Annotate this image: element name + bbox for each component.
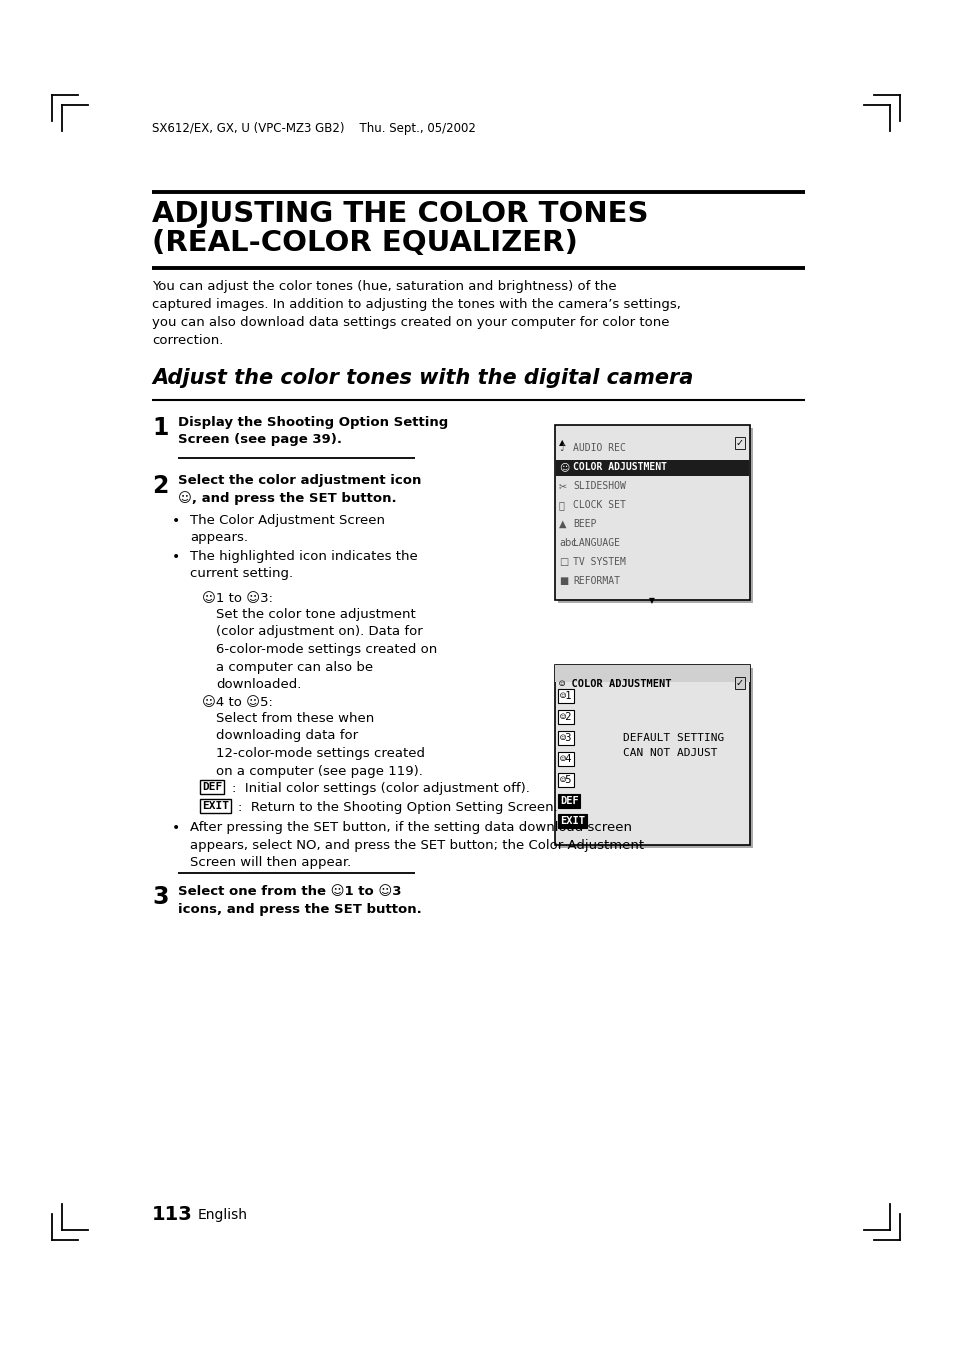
Text: ✓: ✓ xyxy=(735,438,743,448)
Text: LANGUAGE: LANGUAGE xyxy=(573,538,619,548)
Text: Select the color adjustment icon: Select the color adjustment icon xyxy=(178,475,421,487)
Text: •: • xyxy=(172,550,180,564)
Text: English: English xyxy=(198,1207,248,1222)
Text: TV SYSTEM: TV SYSTEM xyxy=(573,557,625,566)
Text: BEEP: BEEP xyxy=(573,519,596,529)
Text: DEFAULT SETTING
CAN NOT ADJUST: DEFAULT SETTING CAN NOT ADJUST xyxy=(622,733,723,758)
Text: Select one from the ☺1 to ☺3
icons, and press the SET button.: Select one from the ☺1 to ☺3 icons, and … xyxy=(178,886,421,915)
Text: (REAL-COLOR EQUALIZER): (REAL-COLOR EQUALIZER) xyxy=(152,228,578,257)
Text: ☺1 to ☺3:: ☺1 to ☺3: xyxy=(202,592,273,604)
Text: ADJUSTING THE COLOR TONES: ADJUSTING THE COLOR TONES xyxy=(152,200,648,228)
Text: The highlighted icon indicates the
current setting.: The highlighted icon indicates the curre… xyxy=(190,550,417,580)
Text: ☺ COLOR ADJUSTMENT: ☺ COLOR ADJUSTMENT xyxy=(558,679,671,690)
Text: ⏰: ⏰ xyxy=(558,500,564,510)
Text: □: □ xyxy=(558,557,568,566)
Text: CLOCK SET: CLOCK SET xyxy=(573,500,625,510)
Text: 3: 3 xyxy=(152,886,169,909)
Text: After pressing the SET button, if the setting data download screen
appears, sele: After pressing the SET button, if the se… xyxy=(190,821,643,869)
Text: ✓: ✓ xyxy=(735,677,743,688)
Text: EXIT: EXIT xyxy=(559,817,584,826)
Bar xyxy=(555,665,749,845)
Bar xyxy=(555,665,749,681)
Text: EXIT: EXIT xyxy=(202,800,229,811)
Text: Set the color tone adjustment
(color adjustment on). Data for
6-color-mode setti: Set the color tone adjustment (color adj… xyxy=(215,608,436,691)
Text: ☺: ☺ xyxy=(558,462,569,472)
Text: ♪: ♪ xyxy=(558,443,565,453)
Text: 1: 1 xyxy=(152,416,168,439)
Text: ▼: ▼ xyxy=(648,596,655,604)
Bar xyxy=(558,668,752,848)
Text: REFORMAT: REFORMAT xyxy=(573,576,619,585)
Text: SLIDESHOW: SLIDESHOW xyxy=(573,481,625,491)
Bar xyxy=(556,460,748,476)
Text: DEF: DEF xyxy=(559,796,578,806)
Text: DEF: DEF xyxy=(202,781,222,792)
Text: Adjust the color tones with the digital camera: Adjust the color tones with the digital … xyxy=(152,368,693,388)
Text: ☺2: ☺2 xyxy=(559,713,572,722)
Text: ☺4: ☺4 xyxy=(559,754,572,764)
Text: ☺4 to ☺5:: ☺4 to ☺5: xyxy=(202,696,273,708)
Text: The Color Adjustment Screen
appears.: The Color Adjustment Screen appears. xyxy=(190,514,385,545)
Bar xyxy=(558,429,752,603)
Text: AUDIO REC: AUDIO REC xyxy=(573,443,625,453)
Text: You can adjust the color tones (hue, saturation and brightness) of the
captured : You can adjust the color tones (hue, sat… xyxy=(152,280,680,347)
Text: •: • xyxy=(172,514,180,529)
Text: abc: abc xyxy=(558,538,576,548)
Text: SX612/EX, GX, U (VPC-MZ3 GB2)    Thu. Sept., 05/2002: SX612/EX, GX, U (VPC-MZ3 GB2) Thu. Sept.… xyxy=(152,122,476,135)
Text: COLOR ADJUSTMENT: COLOR ADJUSTMENT xyxy=(573,462,666,472)
Text: ☺3: ☺3 xyxy=(559,733,572,744)
Text: Select from these when
downloading data for
12-color-mode settings created
on a : Select from these when downloading data … xyxy=(215,713,424,777)
Text: •: • xyxy=(172,821,180,836)
Text: Display the Shooting Option Setting
Screen (see page 39).: Display the Shooting Option Setting Scre… xyxy=(178,416,448,446)
Text: 2: 2 xyxy=(152,475,168,498)
Text: ☺5: ☺5 xyxy=(559,775,572,786)
Text: :  Return to the Shooting Option Setting Screen.: : Return to the Shooting Option Setting … xyxy=(237,800,558,814)
Bar xyxy=(555,425,749,600)
Text: ▲: ▲ xyxy=(558,519,566,529)
Text: ✂: ✂ xyxy=(558,481,566,491)
Text: ▲: ▲ xyxy=(558,438,565,448)
Text: :  Initial color settings (color adjustment off).: : Initial color settings (color adjustme… xyxy=(232,781,529,795)
Text: ■: ■ xyxy=(558,576,568,585)
Text: ☺, and press the SET button.: ☺, and press the SET button. xyxy=(178,491,396,504)
Text: 113: 113 xyxy=(152,1205,193,1224)
Text: ☺1: ☺1 xyxy=(559,691,572,700)
